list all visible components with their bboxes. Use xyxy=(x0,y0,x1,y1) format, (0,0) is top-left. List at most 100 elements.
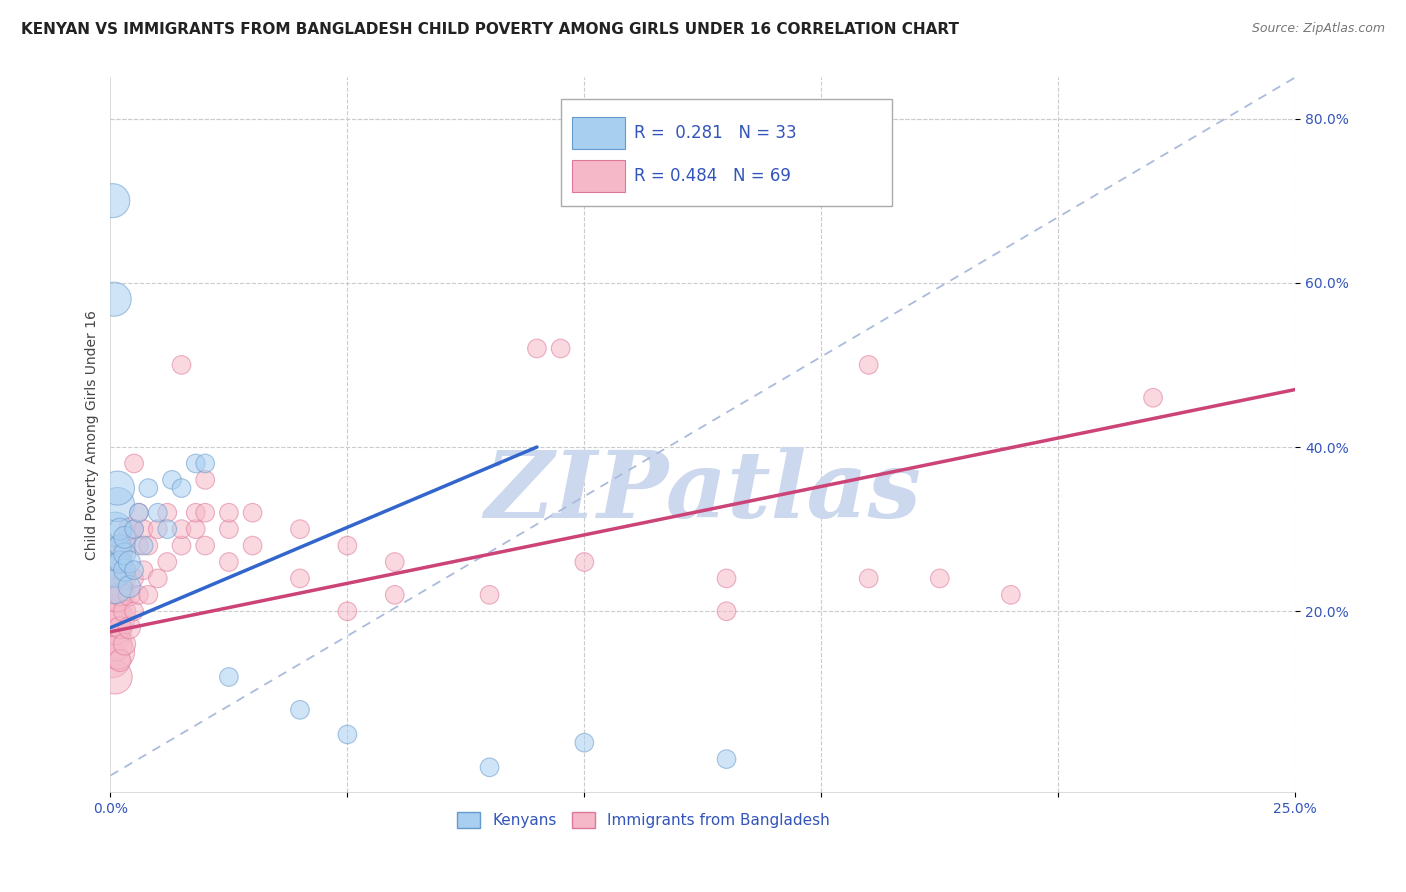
Point xyxy=(114,637,136,651)
Point xyxy=(170,539,193,553)
Point xyxy=(122,457,145,471)
Point xyxy=(146,571,169,585)
Point xyxy=(574,555,596,569)
Point xyxy=(550,342,572,356)
Point xyxy=(122,604,145,618)
Point xyxy=(101,604,124,618)
Point xyxy=(336,727,359,741)
Point xyxy=(114,530,136,544)
Point xyxy=(107,498,129,512)
Point xyxy=(108,621,131,635)
Point xyxy=(108,539,131,553)
Point xyxy=(128,506,150,520)
Point xyxy=(104,563,127,577)
Point xyxy=(108,654,131,668)
Text: Source: ZipAtlas.com: Source: ZipAtlas.com xyxy=(1251,22,1385,36)
Point xyxy=(156,555,179,569)
Point xyxy=(716,752,738,766)
Text: ZIPatlas: ZIPatlas xyxy=(484,447,921,537)
Point xyxy=(114,539,136,553)
Point xyxy=(108,539,131,553)
Point xyxy=(108,555,131,569)
Point xyxy=(104,580,127,594)
Point xyxy=(858,571,880,585)
Point xyxy=(118,621,141,635)
Point xyxy=(122,571,145,585)
Point xyxy=(156,506,179,520)
Point xyxy=(114,547,136,561)
Point xyxy=(288,703,311,717)
Point xyxy=(170,481,193,495)
Point xyxy=(114,604,136,618)
Point xyxy=(108,588,131,602)
Text: R = 0.484   N = 69: R = 0.484 N = 69 xyxy=(634,167,792,185)
Point xyxy=(156,522,179,536)
Point xyxy=(170,358,193,372)
Point xyxy=(104,547,127,561)
Point xyxy=(858,358,880,372)
Point xyxy=(107,563,129,577)
Point xyxy=(218,506,240,520)
Point xyxy=(184,457,207,471)
Point xyxy=(928,571,950,585)
Point xyxy=(218,555,240,569)
Point xyxy=(170,522,193,536)
Point xyxy=(194,457,217,471)
Point xyxy=(104,670,127,684)
Point xyxy=(384,588,406,602)
Point xyxy=(122,522,145,536)
Point xyxy=(104,522,127,536)
Point xyxy=(101,629,124,643)
Point xyxy=(101,194,124,208)
Point xyxy=(194,506,217,520)
Point xyxy=(218,522,240,536)
Point xyxy=(108,522,131,536)
Point xyxy=(104,588,127,602)
Point xyxy=(128,588,150,602)
Point xyxy=(122,522,145,536)
Point xyxy=(108,555,131,569)
Point xyxy=(118,588,141,602)
FancyBboxPatch shape xyxy=(572,161,624,192)
Point xyxy=(136,539,159,553)
Point xyxy=(101,654,124,668)
Text: R =  0.281   N = 33: R = 0.281 N = 33 xyxy=(634,124,797,142)
Point xyxy=(336,539,359,553)
Point xyxy=(1142,391,1164,405)
Point xyxy=(242,539,264,553)
Point xyxy=(114,563,136,577)
Point xyxy=(574,736,596,750)
Point xyxy=(716,604,738,618)
Point xyxy=(194,539,217,553)
Point xyxy=(132,563,155,577)
Point xyxy=(107,588,129,602)
Y-axis label: Child Poverty Among Girls Under 16: Child Poverty Among Girls Under 16 xyxy=(86,310,100,559)
Point xyxy=(288,522,311,536)
Point xyxy=(384,555,406,569)
Point xyxy=(146,506,169,520)
Point xyxy=(107,481,129,495)
Point xyxy=(104,555,127,569)
Point xyxy=(132,522,155,536)
FancyBboxPatch shape xyxy=(572,118,624,149)
Point xyxy=(104,637,127,651)
Point xyxy=(336,604,359,618)
Point xyxy=(218,670,240,684)
Text: KENYAN VS IMMIGRANTS FROM BANGLADESH CHILD POVERTY AMONG GIRLS UNDER 16 CORRELAT: KENYAN VS IMMIGRANTS FROM BANGLADESH CHI… xyxy=(21,22,959,37)
Point xyxy=(104,621,127,635)
Point xyxy=(526,342,548,356)
Point xyxy=(118,522,141,536)
Point xyxy=(146,522,169,536)
Point xyxy=(122,563,145,577)
Point xyxy=(1000,588,1022,602)
Legend: Kenyans, Immigrants from Bangladesh: Kenyans, Immigrants from Bangladesh xyxy=(451,806,837,834)
Point xyxy=(128,506,150,520)
Point xyxy=(114,571,136,585)
Point xyxy=(160,473,183,487)
Point xyxy=(103,292,125,306)
Point xyxy=(132,539,155,553)
Point xyxy=(107,612,129,626)
Point xyxy=(194,473,217,487)
Point xyxy=(107,645,129,659)
Point xyxy=(136,481,159,495)
